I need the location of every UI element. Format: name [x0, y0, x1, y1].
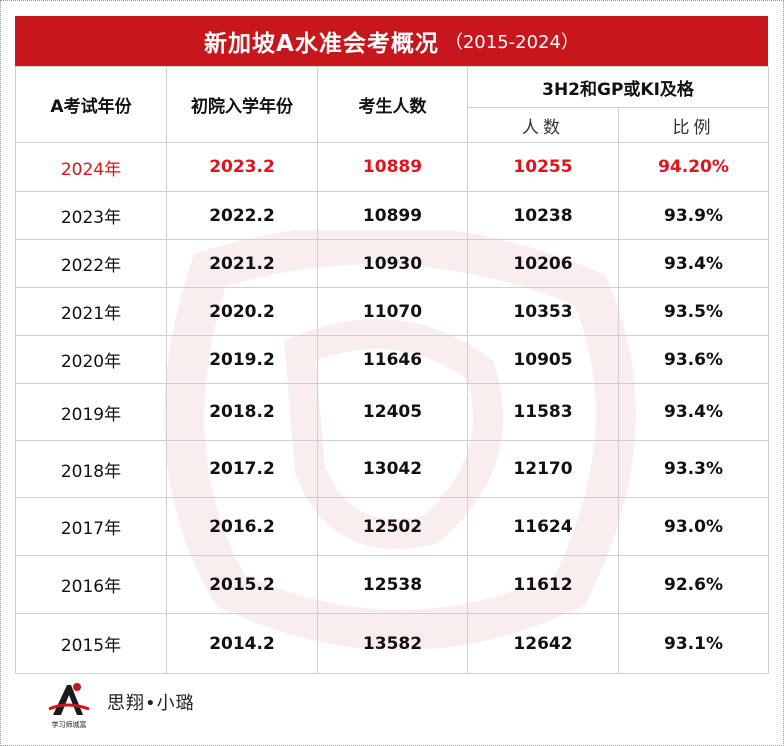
cell-exam-year: 2020年 — [15, 335, 167, 384]
cell-pass-count: 11583 — [467, 383, 619, 441]
cell-pass-count: 12170 — [467, 440, 619, 498]
cell-jc-year: 2020.2 — [166, 287, 318, 336]
logo-text: 学习师城富 — [52, 720, 87, 729]
cell-candidates: 10899 — [317, 191, 468, 240]
cell-jc-year: 2022.2 — [166, 191, 318, 240]
cell-pass-count: 10238 — [467, 191, 619, 240]
cell-pass-count: 12642 — [467, 613, 619, 674]
cell-exam-year: 2018年 — [15, 440, 167, 498]
cell-candidates: 10930 — [317, 239, 468, 288]
cell-pass-ratio: 93.9% — [617, 191, 770, 240]
cell-jc-year: 2023.2 — [166, 142, 318, 192]
table-row: 2019年 2018.2 12405 11583 93.4% — [15, 383, 770, 441]
cell-candidates: 12405 — [317, 383, 468, 441]
table-row: 2021年 2020.2 11070 10353 93.5% — [15, 287, 770, 336]
table-row: 2024年 2023.2 10889 10255 94.20% — [15, 142, 770, 192]
cell-jc-year: 2017.2 — [166, 440, 318, 498]
exam-stats-table: A考试年份 初院入学年份 考生人数 3H2和GP或KI及格 人数 比例 2024… — [15, 66, 770, 674]
table-body: 2024年 2023.2 10889 10255 94.20% 2023年 2022.2 10… — [15, 142, 770, 674]
cell-pass-ratio: 92.6% — [617, 555, 770, 614]
title-bar: 新加坡A水准会考概况 （2015-2024） — [15, 16, 768, 66]
cell-pass-ratio: 93.4% — [617, 239, 770, 288]
table-row: 2017年 2016.2 12502 11624 93.0% — [15, 497, 770, 556]
cell-pass-count: 10255 — [467, 142, 619, 192]
cell-exam-year: 2016年 — [15, 555, 167, 614]
cell-jc-year: 2021.2 — [166, 239, 318, 288]
cell-pass-ratio: 93.1% — [617, 613, 770, 674]
cell-pass-ratio: 93.4% — [617, 383, 770, 441]
cell-candidates: 11646 — [317, 335, 468, 384]
header-exam-year: A考试年份 — [15, 66, 167, 143]
cell-pass-ratio: 93.6% — [617, 335, 770, 384]
cell-pass-count: 10206 — [467, 239, 619, 288]
cell-pass-ratio: 93.3% — [617, 440, 770, 498]
cell-jc-year: 2018.2 — [166, 383, 318, 441]
cell-pass-count: 11612 — [467, 555, 619, 614]
cell-exam-year: 2017年 — [15, 497, 167, 556]
table-row: 2022年 2021.2 10930 10206 93.4% — [15, 239, 770, 288]
page-title: 新加坡A水准会考概况 — [204, 31, 439, 57]
table-row: 2016年 2015.2 12538 11612 92.6% — [15, 555, 770, 614]
cell-exam-year: 2024年 — [15, 142, 167, 192]
cell-exam-year: 2023年 — [15, 191, 167, 240]
cell-jc-year: 2016.2 — [166, 497, 318, 556]
header-pass-ratio: 比例 — [617, 107, 770, 143]
cell-exam-year: 2015年 — [15, 613, 167, 674]
table-row: 2015年 2014.2 13582 12642 93.1% — [15, 613, 770, 674]
header-jc-year: 初院入学年份 — [166, 66, 318, 143]
cell-pass-count: 10353 — [467, 287, 619, 336]
cell-exam-year: 2021年 — [15, 287, 167, 336]
table-row: 2018年 2017.2 13042 12170 93.3% — [15, 440, 770, 498]
cell-pass-count: 11624 — [467, 497, 619, 556]
title-year-range: （2015-2024） — [444, 32, 579, 53]
header-pass-count: 人数 — [467, 107, 619, 143]
cell-candidates: 13042 — [317, 440, 468, 498]
table-row: 2023年 2022.2 10899 10238 93.9% — [15, 191, 770, 240]
cell-candidates: 13582 — [317, 613, 468, 674]
header-pass-group: 3H2和GP或KI及格 — [466, 66, 770, 108]
cell-candidates: 11070 — [317, 287, 468, 336]
table-row: 2020年 2019.2 11646 10905 93.6% — [15, 335, 770, 384]
brand-name: 思翔•小璐 — [107, 693, 195, 714]
cell-pass-count: 10905 — [467, 335, 619, 384]
cell-jc-year: 2019.2 — [166, 335, 318, 384]
cell-exam-year: 2019年 — [15, 383, 167, 441]
cell-pass-ratio: 94.20% — [617, 142, 770, 192]
cell-candidates: 10889 — [317, 142, 468, 192]
cell-candidates: 12538 — [317, 555, 468, 614]
cell-pass-ratio: 93.5% — [617, 287, 770, 336]
cell-jc-year: 2015.2 — [166, 555, 318, 614]
cell-pass-ratio: 93.0% — [617, 497, 770, 556]
cell-exam-year: 2022年 — [15, 239, 167, 288]
cell-candidates: 12502 — [317, 497, 468, 556]
footer: 学习师城富 思翔•小璐 — [15, 675, 768, 731]
cell-jc-year: 2014.2 — [166, 613, 318, 674]
header-candidates: 考生人数 — [317, 66, 468, 143]
logo-icon: 学习师城富 — [45, 683, 93, 729]
